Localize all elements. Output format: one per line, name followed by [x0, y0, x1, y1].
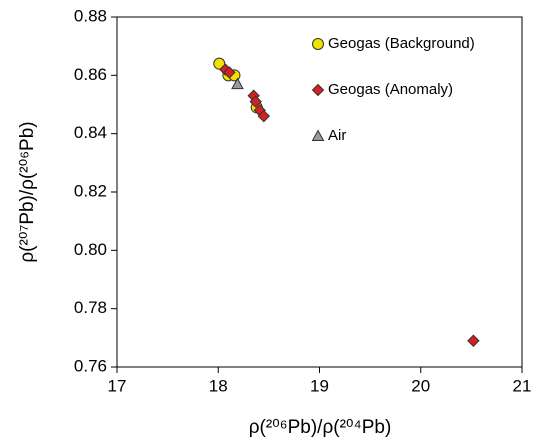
legend-label: Air: [328, 127, 346, 144]
legend-marker: [312, 38, 324, 50]
y-axis-title: ρ(²⁰⁷Pb)/ρ(²⁰⁶Pb): [17, 121, 38, 262]
point: [213, 57, 226, 70]
y-tick-label: 0.76: [74, 356, 107, 375]
point: [467, 334, 480, 347]
x-tick-label: 19: [310, 376, 329, 395]
x-tick-label: 21: [513, 376, 532, 395]
point: [257, 109, 271, 123]
x-axis-title: ρ(²⁰⁶Pb)/ρ(²⁰⁴Pb): [249, 417, 392, 438]
point: [249, 95, 262, 108]
y-tick-label: 0.86: [74, 65, 107, 84]
legend-marker: [311, 129, 325, 141]
y-tick-label: 0.80: [74, 240, 107, 259]
point: [231, 77, 244, 90]
y-tick-label: 0.84: [74, 123, 107, 142]
point: [223, 66, 236, 79]
x-tick-label: 20: [411, 376, 430, 395]
x-tick-label: 18: [209, 376, 228, 395]
x-tick-label: 17: [108, 376, 127, 395]
y-tick-label: 0.88: [74, 6, 107, 25]
y-tick-label: 0.82: [74, 181, 107, 200]
legend-label: Geogas (Anomaly): [328, 81, 453, 98]
y-tick-label: 0.78: [74, 298, 107, 317]
legend-label: Geogas (Background): [328, 35, 475, 52]
plot-frame: [116, 16, 523, 368]
legend-marker: [311, 83, 325, 97]
